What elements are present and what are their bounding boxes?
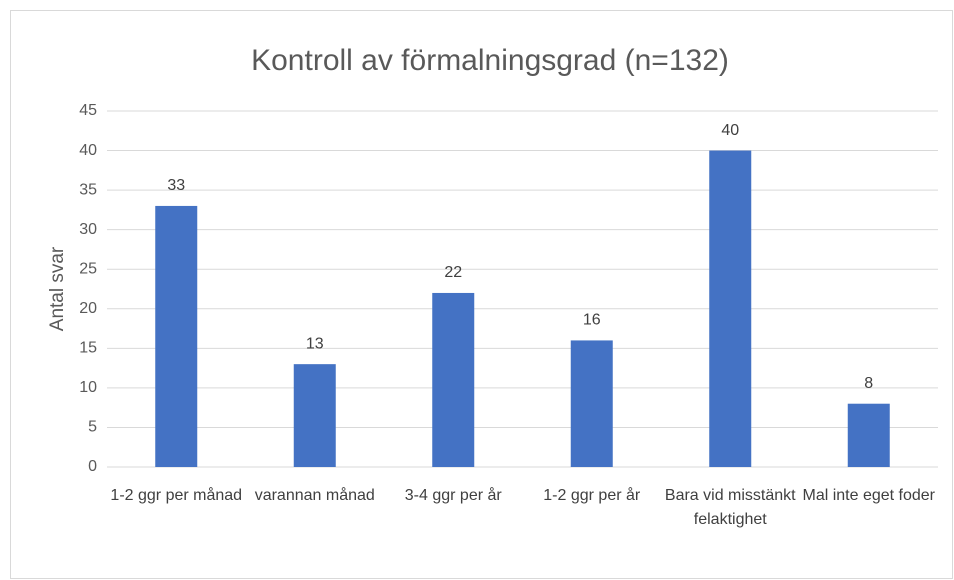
value-label: 16 xyxy=(583,312,601,329)
y-tick-label: 10 xyxy=(79,379,97,396)
chart-title: Kontroll av förmalningsgrad (n=132) xyxy=(251,44,729,77)
y-tick-label: 25 xyxy=(79,260,97,277)
bar xyxy=(155,205,198,467)
bar xyxy=(293,364,336,467)
y-tick-label: 15 xyxy=(79,340,97,357)
y-tick-label: 0 xyxy=(88,458,97,475)
y-tick-label: 30 xyxy=(79,221,97,238)
x-tick-label: varannan månad xyxy=(254,487,375,504)
value-label: 22 xyxy=(444,264,462,281)
value-label: 8 xyxy=(864,375,873,392)
x-tick-label: Mal inte eget foder xyxy=(802,487,936,504)
bar xyxy=(709,150,752,468)
y-tick-label: 20 xyxy=(79,300,97,317)
y-tick-label: 40 xyxy=(79,142,97,159)
value-label: 13 xyxy=(306,335,324,352)
value-label: 33 xyxy=(167,177,185,194)
x-tick-label: Bara vid misstänkt felaktighet xyxy=(664,487,796,528)
y-tick-label: 45 xyxy=(79,102,97,119)
x-tick-label: 1-2 ggr per månad xyxy=(110,487,243,504)
y-tick-label: 35 xyxy=(79,181,97,198)
bar xyxy=(432,292,475,467)
x-tick-label: 1-2 ggr per år xyxy=(543,487,641,504)
y-tick-label: 5 xyxy=(88,419,97,436)
x-tick-label: 3-4 ggr per år xyxy=(404,487,502,504)
value-label: 40 xyxy=(721,122,739,139)
bar xyxy=(570,340,613,467)
y-axis-label: Antal svar xyxy=(47,246,68,331)
bar xyxy=(847,403,890,467)
